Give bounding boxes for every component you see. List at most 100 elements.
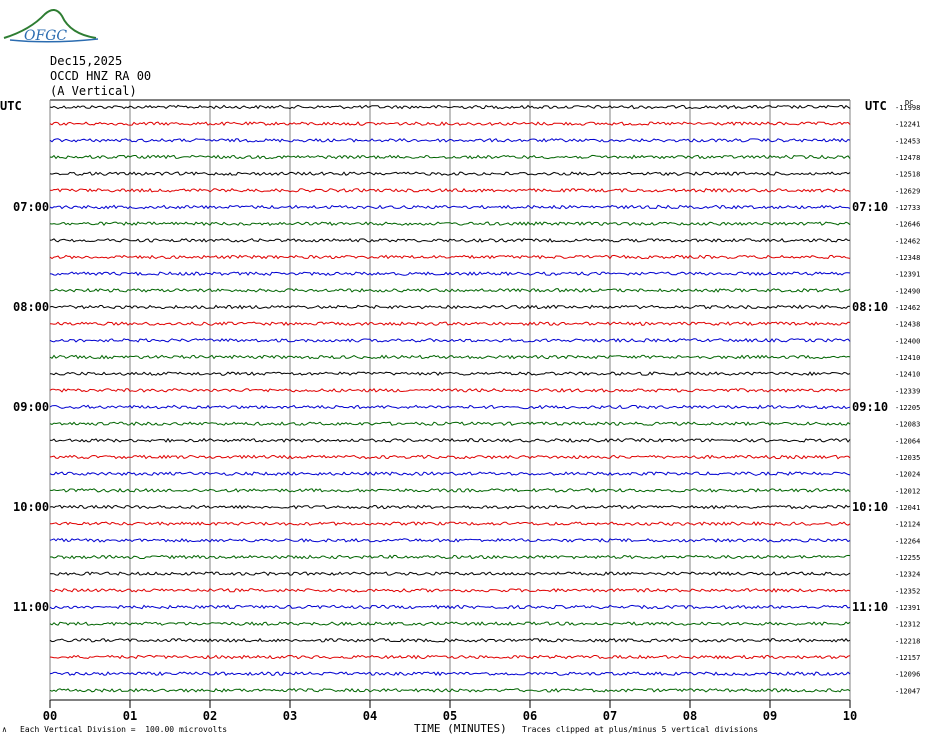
left-time-label: 09:00 [13, 400, 49, 414]
left-time-label: 10:00 [13, 500, 49, 514]
clip-note: Traces clipped at plus/minus 5 vertical … [522, 725, 759, 734]
seismic-trace [49, 587, 851, 593]
dc-offset-label: -12264 [895, 537, 920, 545]
seismic-trace [49, 338, 851, 343]
seismic-trace [49, 321, 851, 327]
component-label: (A Vertical) [50, 84, 137, 98]
dc-offset-label: -12410 [895, 371, 920, 379]
seismic-trace [49, 287, 851, 293]
right-time-label: 07:10 [852, 200, 888, 214]
plot-date: Dec15,2025 [50, 54, 123, 68]
seismic-trace [49, 654, 851, 660]
dc-offset-label: -12462 [895, 237, 920, 245]
seismic-trace [49, 387, 851, 393]
seismic-trace [49, 471, 851, 477]
traces [49, 104, 851, 693]
seismic-trace [49, 104, 851, 110]
dc-offset-label: -12035 [895, 454, 920, 462]
seismic-trace [49, 454, 851, 460]
seismic-trace [49, 604, 851, 610]
grid [49, 99, 851, 708]
left-time-label: 07:00 [13, 200, 49, 214]
seismic-trace [49, 537, 851, 543]
x-tick-label: 06 [523, 709, 537, 723]
dc-offset-label: -12410 [895, 354, 920, 362]
dc-offset-label: -12733 [895, 204, 920, 212]
x-tick-label: 01 [123, 709, 137, 723]
seismic-trace [49, 354, 851, 360]
dc-offset-label: -12324 [895, 571, 920, 579]
dc-offset-label: -12646 [895, 221, 920, 229]
x-tick-label: 02 [203, 709, 217, 723]
utc-left-label: UTC [0, 99, 22, 113]
right-time-label: 08:10 [852, 300, 888, 314]
seismic-trace [49, 637, 851, 643]
dc-offset-label: -12400 [895, 337, 920, 345]
dc-offset-label: -12462 [895, 304, 920, 312]
dc-offset-label: -12205 [895, 404, 920, 412]
dc-offset-label: -12490 [895, 287, 920, 295]
scale-mark: ∧ [2, 725, 7, 734]
seismic-trace [49, 271, 851, 277]
dc-offset-label: -12096 [895, 671, 920, 679]
dc-offset-label: -12024 [895, 471, 920, 479]
left-time-label: 11:00 [13, 600, 49, 614]
dc-offset-label: -12312 [895, 621, 920, 629]
right-time-label: 10:10 [852, 500, 888, 514]
seismic-trace [49, 154, 851, 160]
dc-offset-label: -12255 [895, 554, 920, 562]
dc-offset-label: -12157 [895, 654, 920, 662]
dc-offset-label: -12041 [895, 504, 920, 512]
labels: UTC UTC DC TIME (MINUTES) 00 01 02 03 04 05 06… [0, 99, 920, 735]
x-tick-label: 03 [283, 709, 297, 723]
dc-offset-label: -12218 [895, 637, 920, 645]
ofgc-logo: OFGC [3, 9, 99, 44]
seismic-trace [50, 521, 851, 527]
dc-offset-label: -12339 [895, 387, 920, 395]
right-time-label: 11:10 [852, 600, 888, 614]
x-tick-label: 00 [43, 709, 57, 723]
right-time-label: 09:10 [852, 400, 888, 414]
x-tick-label: 04 [363, 709, 377, 723]
dc-offset-label: -11998 [895, 104, 920, 112]
x-tick-label: 09 [763, 709, 777, 723]
x-tick-label: 07 [603, 709, 617, 723]
seismic-trace [49, 554, 851, 560]
x-tick-label: 05 [443, 709, 457, 723]
seismic-trace [49, 421, 851, 427]
seismic-trace [49, 121, 851, 126]
dc-offset-label: -12352 [895, 587, 920, 595]
seismic-trace [49, 487, 851, 493]
x-tick-label: 08 [683, 709, 697, 723]
left-time-label: 08:00 [13, 300, 49, 314]
dc-offset-label: -12518 [895, 171, 920, 179]
dc-offset-label: -12124 [895, 521, 920, 529]
seismic-trace [49, 571, 851, 577]
dc-offset-label: -12629 [895, 187, 920, 195]
seismic-trace [49, 371, 851, 377]
seismic-trace [49, 621, 851, 627]
logo-text: OFGC [24, 28, 67, 44]
seismic-trace [49, 237, 851, 243]
dc-offset-label: -12391 [895, 271, 920, 279]
seismic-trace [49, 187, 851, 193]
seismic-trace [49, 437, 851, 443]
station-name: OCCD HNZ RA 00 [50, 69, 152, 83]
dc-offset-label: -12391 [895, 604, 920, 612]
dc-offset-label: -12348 [895, 254, 920, 262]
seismic-trace [49, 504, 851, 510]
x-tick-label: 10 [843, 709, 857, 723]
dc-offset-label: -12064 [895, 437, 920, 445]
dc-offset-label: -12047 [895, 687, 920, 695]
seismic-trace [49, 204, 851, 210]
seismic-trace [49, 254, 851, 260]
dc-offset-label: -12241 [895, 121, 920, 129]
scale-note: Each Vertical Division = 100.00 microvol… [20, 725, 228, 734]
dc-offset-label: -12083 [895, 421, 920, 429]
seismic-trace [49, 404, 851, 410]
seismic-trace [49, 671, 851, 677]
seismic-trace [49, 304, 851, 310]
utc-right-label: UTC [865, 99, 887, 113]
seismic-trace [49, 137, 851, 143]
